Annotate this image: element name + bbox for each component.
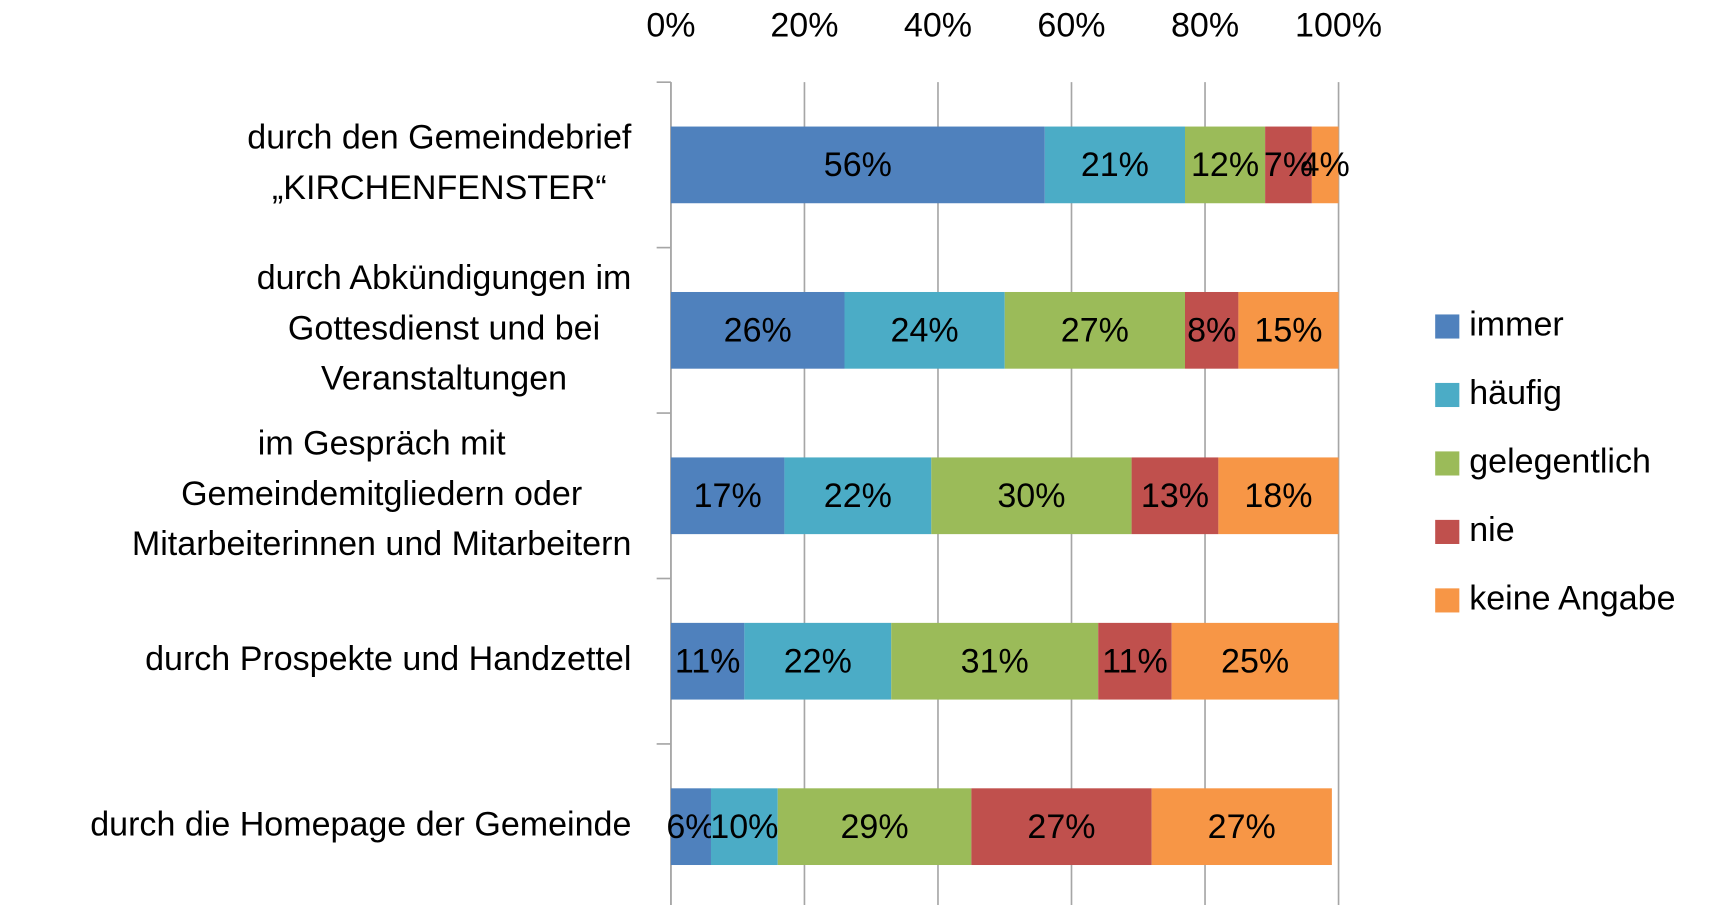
- bar-segment: [1171, 622, 1339, 700]
- data-label: 29%: [840, 808, 908, 846]
- bar-segment: [670, 291, 845, 369]
- bar-segment: [1131, 457, 1219, 535]
- bar-segment: [1238, 291, 1339, 369]
- bar-segment: [1218, 457, 1339, 535]
- bar-segment: [710, 788, 778, 866]
- data-label: 27%: [1208, 808, 1276, 846]
- data-label: 27%: [1061, 312, 1129, 350]
- data-label: 22%: [784, 642, 852, 680]
- y-tick-label: durch die Homepage der Gemeinde: [90, 806, 631, 844]
- data-label: 24%: [891, 312, 959, 350]
- bar-segment: [1151, 788, 1332, 866]
- bar-segment: [891, 622, 1099, 700]
- y-tick-label: durch Prospekte und Handzettel: [145, 640, 631, 678]
- bar-segment: [931, 457, 1132, 535]
- data-label: 13%: [1141, 477, 1209, 515]
- legend-swatch: [1435, 382, 1460, 408]
- legend-swatch: [1435, 588, 1460, 613]
- bar-segment: [670, 788, 711, 866]
- x-tick-label: 40%: [904, 6, 972, 44]
- data-label: 56%: [824, 146, 892, 184]
- data-label: 27%: [1027, 808, 1095, 846]
- x-tick-label: 20%: [770, 6, 838, 44]
- data-label: 12%: [1191, 146, 1259, 184]
- data-label: 26%: [724, 312, 792, 350]
- bar-segment: [777, 788, 972, 866]
- data-label: 4%: [1301, 146, 1350, 184]
- legend-label: immer: [1469, 306, 1564, 344]
- x-tick-label: 60%: [1037, 6, 1105, 44]
- data-label: 6%: [666, 808, 715, 846]
- x-tick-label: 0%: [646, 6, 695, 44]
- data-label: 15%: [1254, 312, 1322, 350]
- legend-label: keine Angabe: [1469, 579, 1675, 617]
- bar-segment: [744, 622, 892, 700]
- data-label: 17%: [694, 477, 762, 515]
- legend-label: gelegentlich: [1469, 442, 1651, 480]
- data-label: 31%: [961, 642, 1029, 680]
- bar-segment: [670, 457, 785, 535]
- bar-segment: [1185, 126, 1266, 204]
- legend-swatch: [1435, 451, 1460, 476]
- bar-segment: [1185, 291, 1239, 369]
- data-label: 21%: [1081, 146, 1149, 184]
- data-label: 22%: [824, 477, 892, 515]
- data-label: 7%: [1264, 146, 1313, 184]
- legend-label: häufig: [1469, 374, 1562, 412]
- legend-label: nie: [1469, 511, 1514, 549]
- data-label: 18%: [1244, 477, 1312, 515]
- bar-segment: [971, 788, 1152, 866]
- bar-segment: [844, 291, 1005, 369]
- bar-segment: [1311, 126, 1339, 204]
- bar-segment: [1265, 126, 1312, 204]
- legend-swatch: [1435, 314, 1460, 339]
- x-tick-label: 80%: [1171, 6, 1239, 44]
- bar-segment: [784, 457, 932, 535]
- bar-segment: [670, 622, 745, 700]
- bar-segment: [1098, 622, 1172, 700]
- legend-swatch: [1435, 519, 1460, 544]
- data-label: 8%: [1187, 312, 1236, 350]
- data-label: 11%: [675, 642, 741, 680]
- x-tick-label: 100%: [1295, 6, 1382, 44]
- data-label: 11%: [1102, 642, 1168, 680]
- data-label: 30%: [997, 477, 1065, 515]
- bar-segment: [1044, 126, 1186, 204]
- bar-segment: [1004, 291, 1186, 369]
- y-tick-label: im Gespräch mit Gemeindemitgliedern oder M…: [132, 424, 631, 563]
- y-tick-label: durch Abkündigungen im Gottesdienst und b…: [257, 259, 632, 398]
- data-label: 10%: [710, 808, 778, 846]
- data-label: 25%: [1221, 642, 1289, 680]
- bar-segment: [670, 126, 1045, 204]
- y-tick-label: durch den Gemeindebrief „KIRCHENFENSTER“: [247, 119, 632, 207]
